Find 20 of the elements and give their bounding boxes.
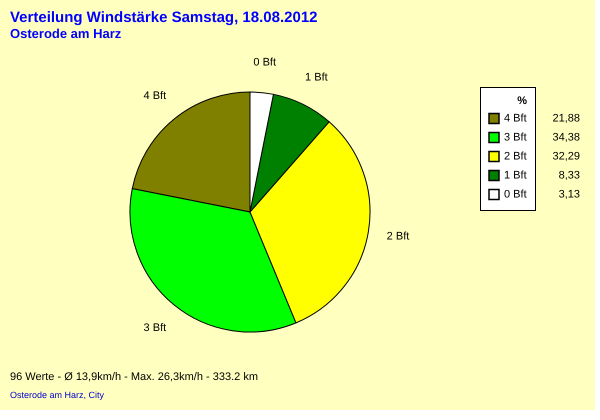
legend-label: 2 Bft bbox=[504, 150, 527, 162]
data-label: 3,13 bbox=[558, 188, 580, 200]
chart-title: Verteilung Windstärke Samstag, 18.08.2012 bbox=[10, 9, 318, 26]
data-label: 8,33 bbox=[558, 170, 580, 182]
slice-label: 4 Bft bbox=[144, 90, 166, 102]
slice-label: 2 Bft bbox=[386, 230, 410, 242]
legend-label: 1 Bft bbox=[504, 170, 527, 182]
legend-label: 0 Bft bbox=[504, 188, 527, 200]
text: 96 Werte - Ø 13,9km/h - Max. 26,3km/h - 333.2 km bbox=[10, 371, 258, 383]
legend-label: 3 Bft bbox=[504, 132, 527, 144]
chart-subtitle: Osterode am Harz bbox=[10, 26, 122, 41]
legend-title: % bbox=[517, 95, 528, 107]
slice-label: 3 Bft bbox=[144, 322, 166, 334]
data-label: 32,29 bbox=[552, 150, 580, 162]
slice-label: 1 Bft bbox=[305, 71, 328, 84]
data-label: 21,88 bbox=[552, 112, 580, 124]
text: Osterode am Harz, City bbox=[10, 390, 105, 400]
legend-label: 4 Bft bbox=[504, 112, 527, 124]
data-label: 34,38 bbox=[552, 132, 580, 144]
slice-label: 0 Bft bbox=[253, 56, 276, 69]
